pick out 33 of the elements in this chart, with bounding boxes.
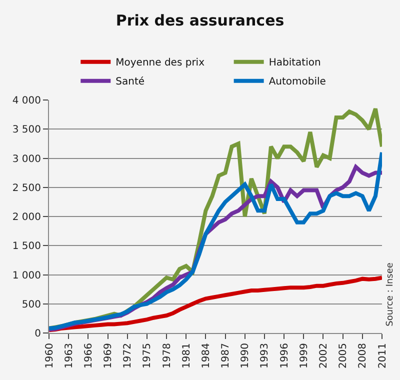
- x-tick-label: 1975: [142, 343, 154, 368]
- x-tick-label: 2005: [338, 343, 350, 368]
- x-tick-label: 1987: [220, 343, 232, 368]
- y-tick-label: 2 000: [12, 212, 41, 223]
- x-tick-label: 1978: [162, 343, 173, 368]
- y-tick-label: 1 500: [12, 241, 41, 252]
- chart-title: Prix des assurances: [116, 12, 284, 30]
- x-tick-label: 1984: [200, 343, 212, 368]
- legend-label: Automobile: [268, 76, 326, 88]
- y-tick-label: 3 000: [12, 154, 41, 165]
- y-tick-label: 500: [22, 299, 41, 310]
- legend-label: Moyenne des prix: [116, 58, 205, 69]
- x-tick-label: 1969: [103, 343, 114, 368]
- x-tick-label: 1993: [260, 343, 271, 368]
- x-tick-label: 1996: [279, 343, 290, 368]
- x-tick-label: 1972: [122, 343, 134, 368]
- x-tick-label: 1981: [181, 343, 192, 368]
- y-tick-label: 4 000: [12, 96, 41, 106]
- y-tick-label: 2 500: [12, 182, 41, 194]
- y-tick-label: 1 000: [12, 270, 41, 282]
- legend-label: Santé: [116, 76, 145, 88]
- x-tick-label: 2002: [318, 343, 330, 368]
- y-tick-label: 3 500: [12, 124, 41, 136]
- x-tick-label: 2011: [377, 343, 388, 368]
- x-tick-label: 2008: [358, 343, 369, 368]
- y-tick-label: 0: [34, 328, 41, 340]
- source-note: Source : Insee: [386, 262, 396, 326]
- x-tick-label: 1990: [240, 343, 252, 368]
- x-tick-label: 1966: [83, 343, 94, 368]
- x-tick-label: 1999: [298, 343, 310, 368]
- x-tick-label: 1960: [44, 343, 56, 368]
- x-tick-label: 1963: [64, 343, 75, 368]
- legend-label: Habitation: [268, 58, 321, 69]
